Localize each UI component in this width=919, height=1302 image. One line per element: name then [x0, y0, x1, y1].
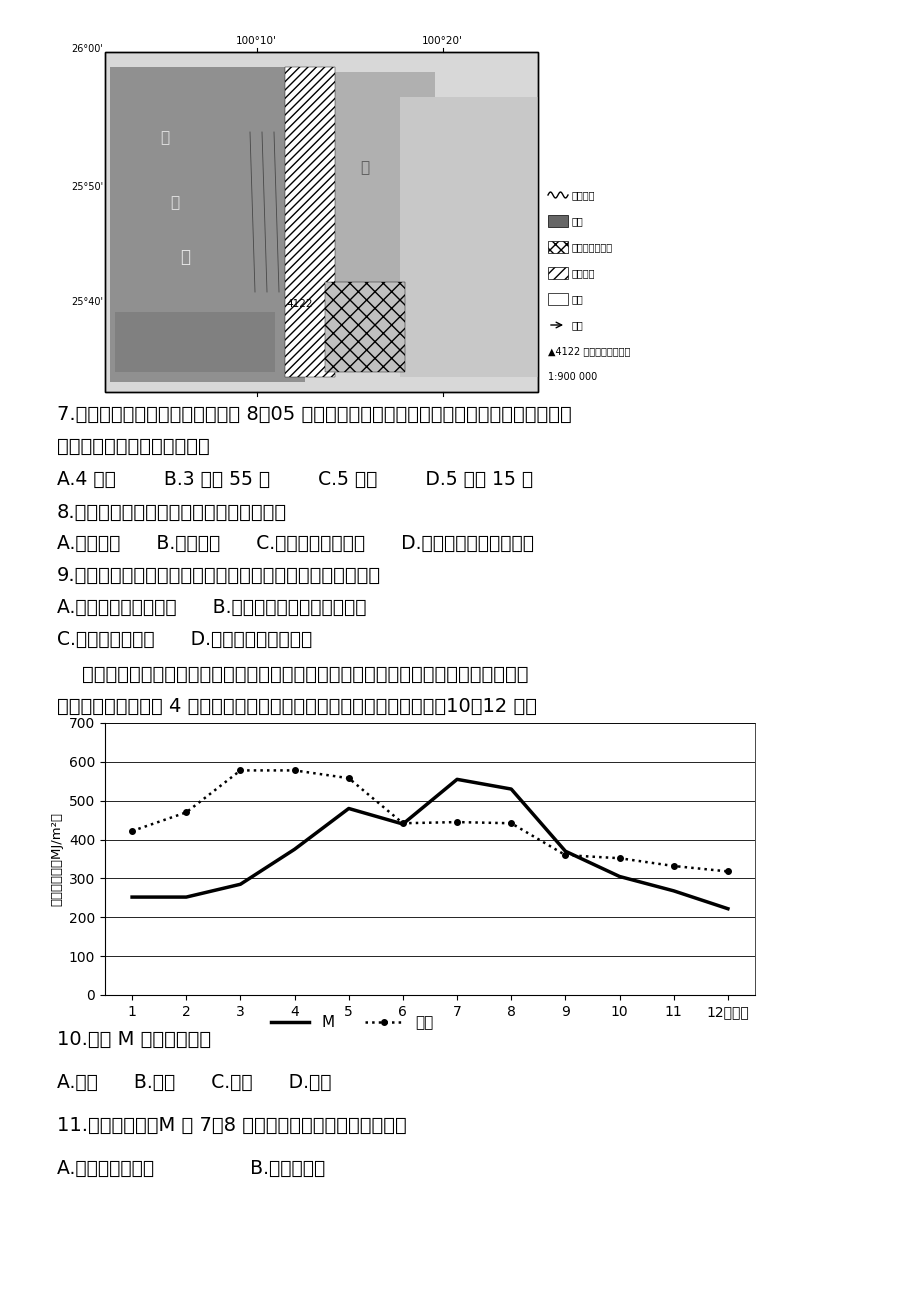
Text: 点: 点 [160, 130, 169, 145]
Bar [105, 52, 538, 392]
Text: C.地下水水位上升      D.河流入湖口海拔降低: C.地下水水位上升 D.河流入湖口海拔降低 [57, 630, 312, 648]
Text: 断层陨坡: 断层陨坡 [572, 268, 595, 279]
Bar [548, 241, 567, 253]
昆明 [451, 814, 462, 829]
Text: 千层: 千层 [572, 294, 584, 303]
Text: 1:900 000: 1:900 000 [548, 372, 596, 381]
昆明 [667, 858, 678, 874]
M [505, 781, 516, 797]
昆明 [613, 850, 624, 866]
M [667, 883, 678, 898]
Bar [548, 215, 567, 227]
Text: 高山: 高山 [572, 216, 584, 227]
Text: 100°10': 100°10' [236, 36, 277, 46]
昆明 [127, 823, 138, 838]
Y-axis label: 太阳辐射量（MJ/m²）: 太阳辐射量（MJ/m²） [51, 812, 63, 906]
Text: 4122: 4122 [287, 299, 312, 309]
M [721, 901, 732, 917]
Text: A.有结冰期      B.流速较快      C.流量的季节变化小      D.流域面积大，河流众多: A.有结冰期 B.流速较快 C.流量的季节变化小 D.流域面积大，河流众多 [57, 534, 533, 553]
Text: 缓步陶线: 缓步陶线 [572, 190, 595, 201]
Text: 7.某马拉松运动爱好者于北京时间 8：05 通过起跑线，跑完全程到达终点时发现自己的影子朝: 7.某马拉松运动爱好者于北京时间 8：05 通过起跑线，跑完全程到达终点时发现自… [57, 405, 571, 424]
Legend: M, 昆明: M, 昆明 [265, 1009, 439, 1036]
M [560, 844, 571, 859]
Text: A.兰州      B.成都      C.贵阳      D.上海: A.兰州 B.成都 C.贵阳 D.上海 [57, 1073, 331, 1092]
M [180, 889, 191, 905]
M [289, 841, 300, 857]
M [127, 889, 138, 905]
昆明 [721, 863, 732, 879]
Text: 9.洯海水位下降，对其周边地区自然环境的影响描述正确的是: 9.洯海水位下降，对其周边地区自然环境的影响描述正确的是 [57, 566, 380, 585]
Bar [324, 72, 435, 372]
Bar [285, 66, 335, 378]
Bar [110, 66, 305, 381]
M [613, 868, 624, 884]
Text: 100°20': 100°20' [422, 36, 462, 46]
昆明 [505, 815, 516, 831]
Text: ▲4122 山地最高处（米）: ▲4122 山地最高处（米） [548, 346, 630, 355]
Text: 太阳辐射是地面主要的能量来源，影响太阳辔射的因素主要有太阳高度、日照时间、天: 太阳辐射是地面主要的能量来源，影响太阳辔射的因素主要有太阳高度、日照时间、天 [57, 665, 528, 684]
Text: A.正午太阳高度大                B.白昼时间长: A.正午太阳高度大 B.白昼时间长 [57, 1159, 325, 1178]
Text: 洱: 洱 [360, 160, 369, 174]
Text: 河流: 河流 [572, 320, 584, 329]
M [343, 801, 354, 816]
Text: 苍: 苍 [170, 195, 179, 210]
Text: 25°50': 25°50' [71, 182, 103, 191]
Text: A.4 小时        B.3 小时 55 分        C.5 小时        D.5 小时 15 分: A.4 小时 B.3 小时 55 分 C.5 小时 D.5 小时 15 分 [57, 470, 532, 490]
Text: 25°40': 25°40' [71, 297, 103, 307]
Bar [115, 312, 275, 372]
昆明 [289, 763, 300, 779]
Text: A.陆生生物多样性减少      B.气温日较差（年较差）减小: A.陆生生物多样性减少 B.气温日较差（年较差）减小 [57, 598, 366, 617]
昆明 [180, 805, 191, 820]
Text: 11.与昆明相比，M 城 7、8 月太阳辔射量最大的主要原因是: 11.与昆明相比，M 城 7、8 月太阳辔射量最大的主要原因是 [57, 1116, 406, 1135]
Text: 8.下列关于洯海西岸河流特征描述正确的是: 8.下列关于洯海西岸河流特征描述正确的是 [57, 503, 287, 522]
Bar [105, 52, 538, 392]
Bar [324, 283, 404, 372]
Bar [548, 267, 567, 279]
昆明 [343, 771, 354, 786]
Text: 10.图中 M 城最可能的是: 10.图中 M 城最可能的是 [57, 1030, 210, 1049]
M [234, 876, 245, 892]
Text: 中山低山和丘陵: 中山低山和丘陵 [572, 242, 612, 253]
昆明 [560, 848, 571, 863]
Text: 山: 山 [180, 247, 190, 266]
M [397, 816, 408, 832]
Text: 气状况和海拔等。图 4 为我国两地多年平均太阳辔射量统计图。据此完成10～12 题。: 气状况和海拔等。图 4 为我国两地多年平均太阳辔射量统计图。据此完成10～12 … [57, 697, 537, 716]
Bar [400, 98, 539, 378]
M [451, 772, 462, 788]
昆明 [234, 763, 245, 779]
昆明 [397, 815, 408, 831]
Line: M: M [132, 780, 727, 909]
Bar [548, 293, 567, 305]
Line: 昆明: 昆明 [130, 768, 730, 874]
Text: 向正北方，他的比赛成绩约是: 向正北方，他的比赛成绩约是 [57, 437, 210, 456]
Text: 26°00': 26°00' [71, 44, 103, 53]
